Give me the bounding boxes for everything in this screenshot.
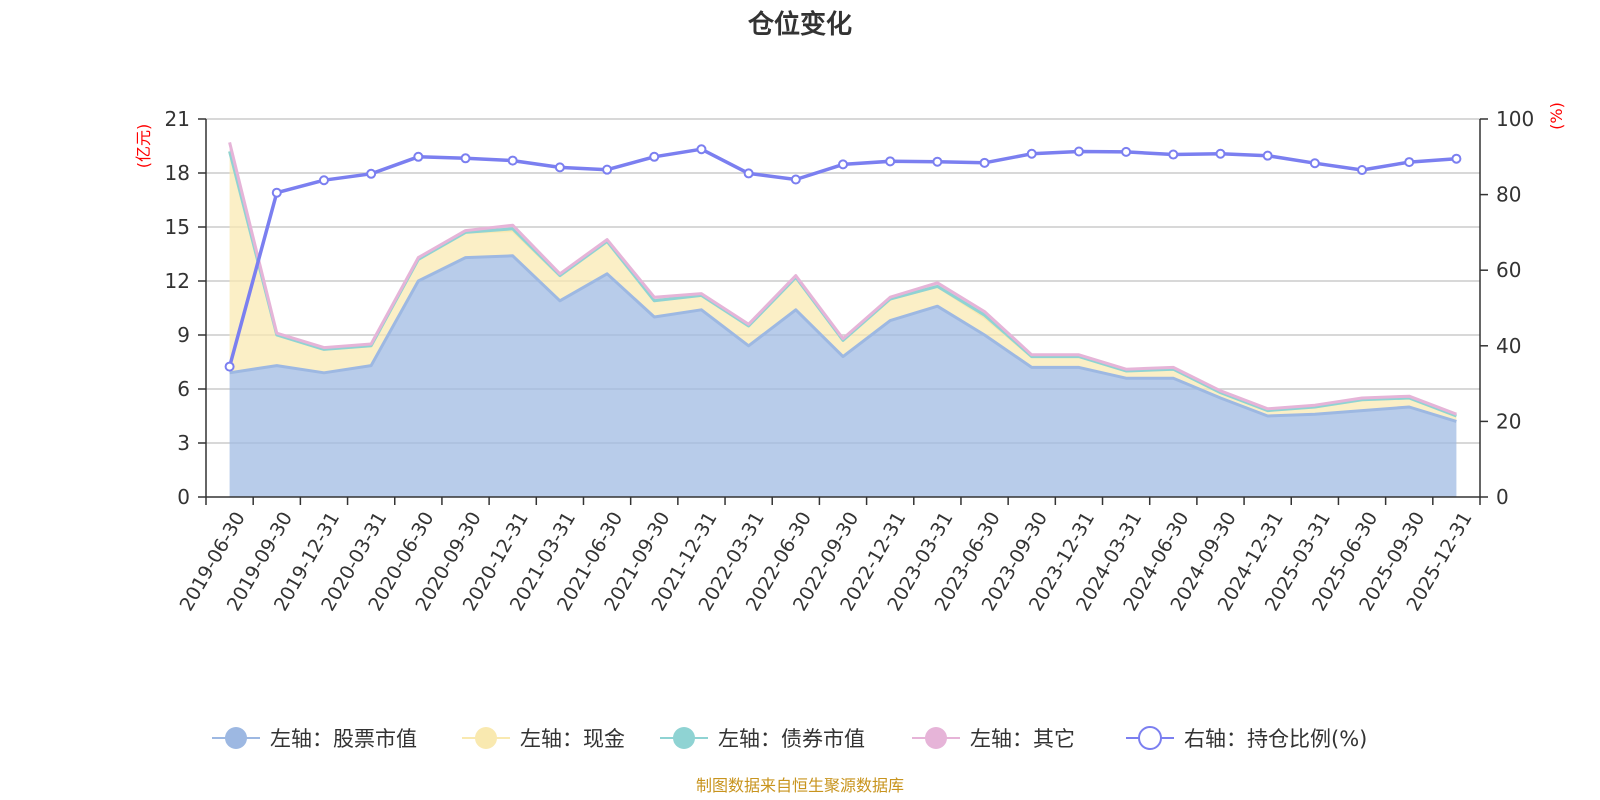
left-tick-label: 15 (165, 215, 190, 239)
ratio-point (366, 168, 377, 179)
ratio-point (696, 144, 707, 155)
ratio-point (1073, 146, 1084, 157)
ratio-point (224, 361, 235, 372)
ratio-point (602, 164, 613, 175)
chart-title: 仓位变化 (747, 9, 852, 40)
right-tick-label: 100 (1496, 107, 1534, 131)
legend-label: 左轴：其它 (970, 727, 1075, 751)
legend-label: 左轴：股票市值 (270, 727, 417, 751)
legend-label: 左轴：债券市值 (718, 727, 865, 751)
area-左轴：股票市值 (229, 255, 1457, 497)
ratio-point (1168, 149, 1179, 160)
ratio-point (1309, 158, 1320, 169)
legend-marker-hollow (1138, 726, 1162, 750)
ratio-point (790, 174, 801, 185)
legend-item: 左轴：股票市值 (212, 727, 417, 751)
ratio-point (271, 187, 282, 198)
right-tick-label: 60 (1496, 258, 1521, 282)
area-line-左轴：其它 (228, 142, 1457, 416)
legend-label: 左轴：现金 (520, 727, 625, 751)
left-tick-label: 9 (177, 323, 190, 347)
legend-marker (673, 727, 695, 749)
right-tick-label: 80 (1496, 183, 1521, 207)
ratio-point (932, 156, 943, 167)
legend-item: 左轴：债券市值 (660, 727, 865, 751)
legend-marker (225, 727, 247, 749)
ratio-point (460, 153, 471, 164)
ratio-point (1026, 148, 1037, 159)
ratio-line-layer (224, 144, 1462, 372)
right-tick-label: 0 (1496, 485, 1509, 509)
ratio-point (649, 151, 660, 162)
ratio-point (318, 175, 329, 186)
right-tick-label: 40 (1496, 334, 1521, 358)
legend-marker (475, 727, 497, 749)
ratio-point (1262, 150, 1273, 161)
legend-marker (925, 727, 947, 749)
left-tick-label: 6 (177, 377, 190, 401)
left-tick-label: 18 (165, 161, 190, 185)
ratio-point (1357, 165, 1368, 176)
area-line-左轴：债券市值 (228, 151, 1457, 418)
ratio-point (743, 168, 754, 179)
left-tick-label: 21 (165, 107, 190, 131)
ratio-point (507, 155, 518, 166)
ratio-point (979, 157, 990, 168)
legend-item: 左轴：现金 (462, 727, 625, 751)
stacked-areas (228, 142, 1457, 497)
ratio-point (413, 151, 424, 162)
data-source-note: 制图数据来自恒生聚源数据库 (696, 776, 904, 795)
ratio-point (554, 162, 565, 173)
left-tick-label: 12 (165, 269, 190, 293)
ratio-point (885, 156, 896, 167)
area-line-左轴：股票市值 (229, 254, 1457, 423)
left-tick-label: 0 (177, 485, 190, 509)
right-axis-unit: (%) (1547, 102, 1566, 130)
ratio-point (1121, 146, 1132, 157)
legend-item: 左轴：其它 (912, 727, 1075, 751)
ratio-point (1215, 148, 1226, 159)
left-tick-label: 3 (177, 431, 190, 455)
right-tick-label: 20 (1496, 409, 1521, 433)
ratio-point (838, 159, 848, 170)
legend: 左轴：股票市值 左轴：现金 左轴：债券市值 左轴：其它 右轴：持仓比例(%) (212, 726, 1367, 751)
ratio-point (1404, 157, 1415, 168)
legend-item: 右轴：持仓比例(%) (1126, 726, 1367, 751)
legend-label: 右轴：持仓比例(%) (1184, 727, 1367, 751)
ratio-point (1451, 153, 1462, 164)
left-axis-unit: (亿元) (134, 124, 153, 169)
